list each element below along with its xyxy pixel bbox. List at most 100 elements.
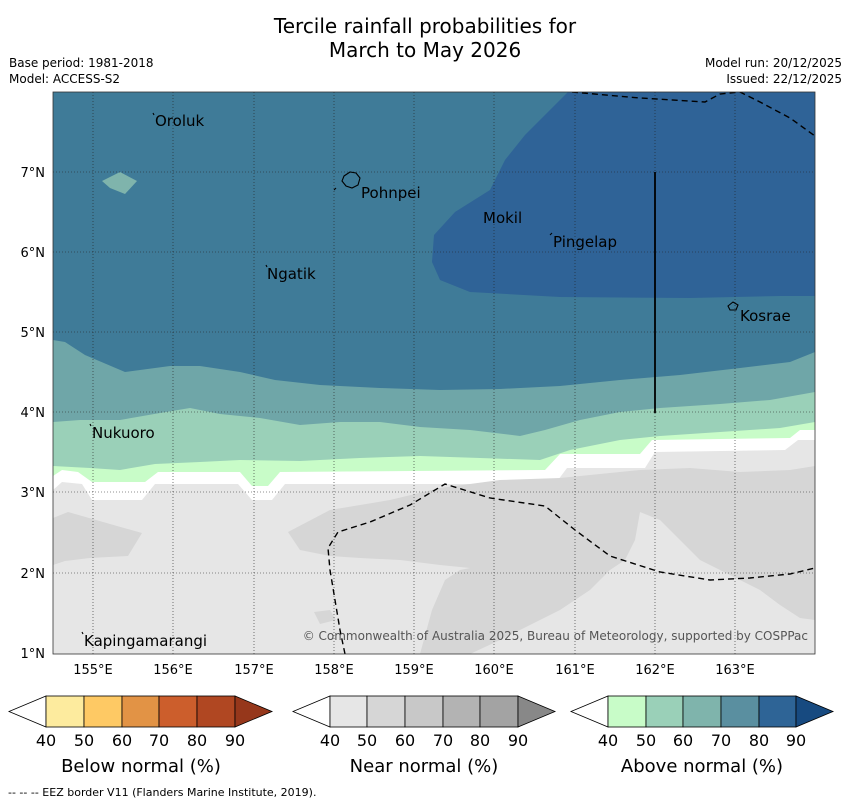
cb-above-title: Above normal (%) [621,756,783,777]
lon-label: 162°E [635,663,675,678]
forecast-map: Oroluk Pohnpei Mokil Pingelap Ngatik Kos… [7,91,835,777]
lat-label: 3°N [21,486,46,501]
cb-near-title: Near normal (%) [350,756,499,777]
base-period-label: Base period: 1981-2018 [9,56,154,70]
model-run-label: Model run: 20/12/2025 [704,56,842,70]
graticule [53,92,815,654]
cb-below-tick: 80 [187,731,207,750]
map-title: Tercile rainfall probabilities for March… [0,14,850,62]
title-line-2: March to May 2026 [328,38,522,62]
ngatik-atoll-icon [265,264,268,268]
cb-above-tick: 50 [636,731,656,750]
cb-near-box [404,695,444,728]
cb-above-tick: 40 [598,731,618,750]
place-oroluk: Oroluk [155,112,204,130]
oroluk-atoll-icon [152,112,155,116]
cb-above-box [645,695,684,728]
eez-borders [327,92,815,654]
nukuoro-atoll-icon [89,423,92,427]
cb-below-tick: 60 [112,731,132,750]
cb-below-box [45,695,85,728]
lat-label: 1°N [21,647,46,662]
colorbar-above-normal: 40 50 60 70 80 90 Above normal (%) [569,695,835,777]
cb-above-tick: 70 [711,731,731,750]
longitude-labels: 155°E 156°E 157°E 158°E 159°E 160°E 161°… [73,663,755,678]
cb-above-arrow-left [569,695,609,728]
lat-label: 7°N [21,166,46,181]
cb-near-tick: 80 [470,731,490,750]
lon-label: 156°E [153,663,193,678]
cb-above-box [720,695,760,728]
cb-below-tick: 40 [36,731,56,750]
cb-near-tick: 40 [320,731,340,750]
copyright-notice: © Commonwealth of Australia 2025, Bureau… [303,629,808,643]
cb-below-arrow-left [7,695,47,728]
colorbar-near-normal: 40 50 60 70 80 90 Near normal (%) [291,695,557,777]
cb-below-arrow-right [234,695,274,728]
place-pingelap: Pingelap [553,233,617,251]
kosrae-island-icon [727,301,739,311]
lon-label: 158°E [314,663,354,678]
cb-above-box [758,695,797,728]
lat-label: 4°N [21,406,46,421]
lon-label: 160°E [474,663,514,678]
lat-label: 2°N [21,567,46,582]
cb-near-tick: 50 [357,731,377,750]
pingelap-atoll-icon [549,232,553,236]
cb-below-tick: 70 [149,731,169,750]
pohnpei-island-icon [341,171,361,189]
islands [81,112,739,635]
eez-border-south [327,483,815,654]
eez-border-north [571,92,815,137]
above-60-patch [102,172,137,194]
place-kapingamarangi: Kapingamarangi [84,632,207,650]
cb-above-tick: 90 [786,731,806,750]
map-frame [52,91,816,655]
cb-above-box [607,695,647,728]
lon-label: 155°E [73,663,113,678]
cb-near-arrow-right [517,695,557,728]
issued-label: Issued: 22/12/2025 [726,72,842,86]
near-50-patch-west [53,512,142,565]
near-50-region-central [288,466,815,654]
cb-below-tick: 50 [74,731,94,750]
cb-near-arrow-left [291,695,331,728]
place-ngatik: Ngatik [267,265,316,283]
cb-near-tick: 60 [395,731,415,750]
ant-atoll-icon [333,187,337,191]
cb-below-box [83,695,123,728]
lat-label: 5°N [21,326,46,341]
cb-near-box [442,695,481,728]
place-nukuoro: Nukuoro [92,424,155,442]
place-kosrae: Kosrae [740,307,791,325]
cb-below-tick: 90 [225,731,245,750]
cb-near-tick: 90 [508,731,528,750]
cb-near-box [329,695,368,728]
lon-label: 157°E [234,663,274,678]
cb-near-box [366,695,406,728]
colorbar-below-normal: 40 50 60 70 80 90 Below normal (%) [7,695,274,777]
cb-above-arrow-right [795,695,835,728]
kapingamarangi-atoll-icon [81,631,84,635]
cb-below-box [158,695,198,728]
cb-above-tick: 80 [749,731,769,750]
cb-above-box [682,695,722,728]
cb-below-title: Below normal (%) [61,756,221,777]
model-label: Model: ACCESS-S2 [9,72,121,86]
cb-near-box [479,695,519,728]
cb-below-box [196,695,236,728]
lat-label: 6°N [21,246,46,261]
lon-label: 159°E [394,663,434,678]
map-fill-layers [53,92,815,654]
place-mokil: Mokil [483,209,522,227]
near-50-patch-small [314,610,336,624]
cb-above-tick: 60 [673,731,693,750]
cb-near-tick: 70 [433,731,453,750]
cb-below-box [121,695,160,728]
latitude-labels: 7°N 6°N 5°N 4°N 3°N 2°N 1°N [21,166,46,662]
lon-label: 161°E [555,663,595,678]
eez-legend-note: -- -- -- EEZ border V11 (Flanders Marine… [8,786,317,799]
title-line-1: Tercile rainfall probabilities for [273,14,577,38]
lon-label: 163°E [715,663,755,678]
above-80-region [432,92,815,298]
